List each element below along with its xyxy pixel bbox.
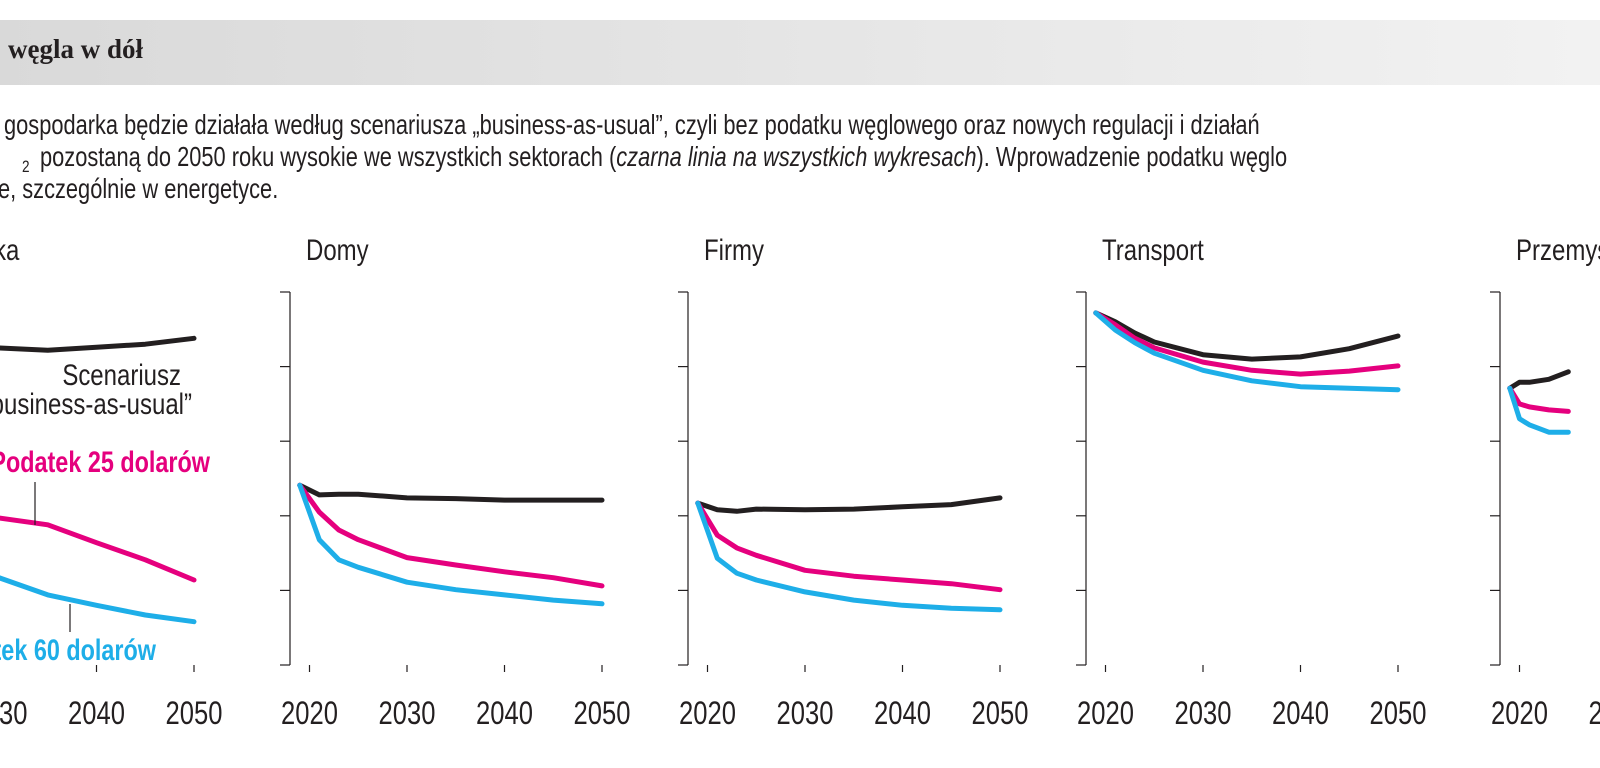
series-line <box>297 482 605 503</box>
header-band <box>0 20 1600 85</box>
series-line <box>297 482 605 607</box>
x-tick-label: 2030 <box>1175 696 1232 731</box>
intro-sub: 2 <box>22 158 30 177</box>
annotation: Podatek 25 dolarów <box>0 445 210 478</box>
x-tick-label: 2020 <box>679 696 736 731</box>
x-tick-label: 2050 <box>1370 696 1427 731</box>
intro-line: gospodarka będzie działała według scenar… <box>4 109 1260 140</box>
series-line <box>1507 385 1571 414</box>
series-line <box>695 495 1003 514</box>
annotation: Podatek 60 dolarów <box>0 633 156 666</box>
series-line <box>0 515 197 583</box>
series-line <box>695 500 1003 593</box>
annotation: „business-as-usual” <box>0 386 192 420</box>
x-tick-label: 2030 <box>777 696 834 731</box>
intro-span: czarna linia na wszystkich wykresach <box>616 141 976 172</box>
x-tick-label: 2050 <box>166 696 223 731</box>
series-line <box>1507 369 1571 391</box>
intro-line: pozostaną do 2050 roku wysokie we wszyst… <box>40 141 1287 172</box>
x-tick-label: 2040 <box>68 696 125 731</box>
panel-title: Firmy <box>704 232 764 266</box>
x-tick-label: 2050 <box>972 696 1029 731</box>
panel-title: Domy <box>306 232 369 266</box>
series-line <box>0 575 197 625</box>
series-line <box>1507 385 1571 435</box>
series-line <box>297 482 605 589</box>
series-line <box>1093 310 1401 377</box>
x-tick-label: 2030 <box>1589 696 1600 731</box>
panel-title: Energetyka <box>0 232 20 266</box>
panel-title: Przemysł <box>1516 232 1600 266</box>
annotation: Scenariusz <box>62 357 181 391</box>
x-tick-label: 2040 <box>1272 696 1329 731</box>
series-line <box>1093 310 1401 393</box>
x-tick-label: 2020 <box>1077 696 1134 731</box>
intro-span: pozostaną do 2050 roku wysokie we wszyst… <box>40 141 617 172</box>
x-tick-label: 2030 <box>379 696 436 731</box>
intro-span: ). Wprowadzenie podatku węglo <box>977 141 1288 172</box>
x-tick-label: 2050 <box>574 696 631 731</box>
series-line <box>695 500 1003 613</box>
x-tick-label: 2020 <box>1491 696 1548 731</box>
x-tick-label: 2030 <box>0 696 27 731</box>
x-tick-label: 2020 <box>281 696 338 731</box>
series-line <box>0 335 197 353</box>
header-title: węgla w dół <box>8 34 143 64</box>
series-line <box>1093 310 1401 362</box>
intro-line: e, szczególnie w energetyce. <box>0 173 278 204</box>
x-tick-label: 2040 <box>476 696 533 731</box>
x-tick-label: 2040 <box>874 696 931 731</box>
panel-title: Transport <box>1102 232 1204 266</box>
